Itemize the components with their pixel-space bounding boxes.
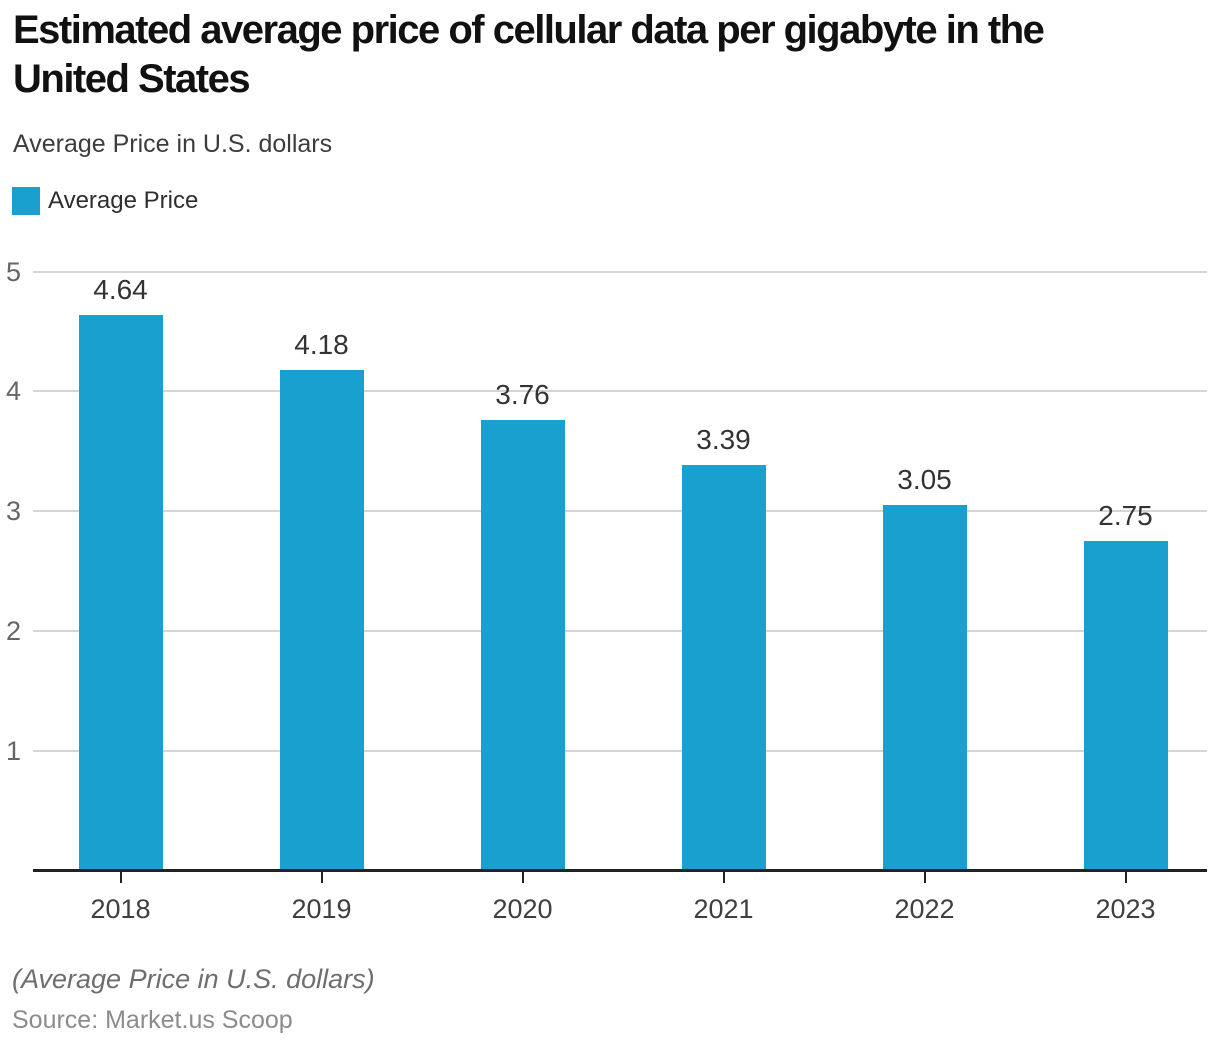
x-axis-label-2018: 2018	[90, 894, 151, 924]
y-axis-label-2: 2	[5, 616, 21, 647]
bar-value-label-2020: 3.76	[495, 379, 550, 411]
bar-2020[interactable]	[480, 420, 565, 871]
legend-item-average-price[interactable]: Average Price	[12, 187, 198, 215]
x-axis-label-2021: 2021	[693, 894, 754, 924]
x-axis-label-2022: 2022	[894, 894, 955, 924]
chart-subtitle: Average Price in U.S. dollars	[13, 130, 333, 158]
y-axis-label-4: 4	[5, 376, 21, 407]
legend-swatch-icon	[12, 187, 40, 215]
bar-value-label-2023: 2.75	[1098, 500, 1153, 532]
bar-2019[interactable]	[279, 369, 364, 871]
x-axis-tick-2018	[119, 872, 122, 883]
footer-source: Source: Market.us Scoop	[12, 1006, 293, 1034]
y-axis-label-3: 3	[5, 496, 21, 527]
x-axis-label-2019: 2019	[291, 894, 352, 924]
bar-value-label-2022: 3.05	[897, 464, 952, 496]
x-axis-tick-2019	[320, 872, 323, 883]
y-axis-label-1: 1	[5, 736, 21, 767]
gridline-3	[33, 510, 1207, 513]
x-axis-tick-2022	[923, 872, 926, 883]
x-axis-label-2020: 2020	[492, 894, 553, 924]
chart-title: Estimated average price of cellular data…	[13, 6, 1045, 104]
bar-value-label-2021: 3.39	[696, 423, 751, 455]
x-axis-tick-2021	[722, 872, 725, 883]
bar-value-label-2018: 4.64	[93, 273, 148, 305]
bar-2022[interactable]	[882, 505, 967, 871]
legend-label: Average Price	[48, 187, 199, 214]
y-axis-label-5: 5	[5, 256, 21, 287]
x-axis-tick-2023	[1124, 872, 1127, 883]
bar-2021[interactable]	[681, 464, 766, 871]
gridline-2	[33, 630, 1207, 633]
gridline-4	[33, 390, 1207, 393]
chart-title-line-2: United States	[13, 57, 251, 101]
gridline-5	[33, 270, 1207, 273]
bar-value-label-2019: 4.18	[294, 328, 349, 360]
bar-2023[interactable]	[1083, 541, 1168, 871]
chart-title-line-1: Estimated average price of cellular data…	[13, 8, 1045, 52]
footer-note: (Average Price in U.S. dollars)	[12, 964, 375, 994]
x-axis-tick-2020	[521, 872, 524, 883]
gridline-1	[33, 750, 1207, 753]
bar-2018[interactable]	[78, 314, 163, 871]
x-axis-label-2023: 2023	[1095, 894, 1156, 924]
x-axis-line	[33, 869, 1207, 872]
